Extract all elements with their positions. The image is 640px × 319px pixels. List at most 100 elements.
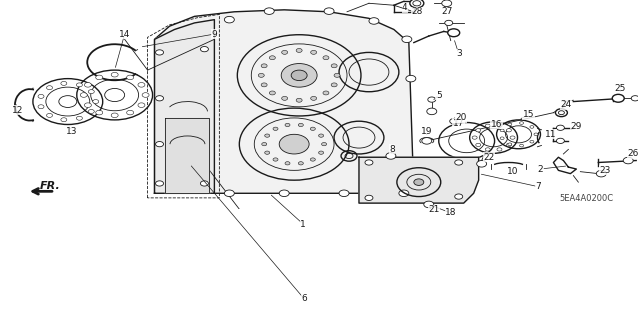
Circle shape [612,94,624,102]
Circle shape [38,94,44,98]
Text: 15: 15 [523,110,534,119]
Circle shape [261,64,267,68]
Circle shape [76,83,83,87]
Text: 18: 18 [445,208,456,218]
Circle shape [281,63,317,87]
Circle shape [500,137,504,139]
Circle shape [310,96,317,100]
Text: 1: 1 [300,219,306,229]
Circle shape [520,122,524,124]
Text: 9: 9 [211,30,217,39]
Circle shape [200,181,209,186]
Circle shape [476,129,481,132]
Circle shape [369,18,379,24]
Circle shape [47,114,52,117]
Circle shape [324,8,334,14]
Circle shape [38,105,44,109]
Circle shape [485,148,490,151]
Circle shape [96,75,102,80]
Circle shape [534,133,538,136]
Polygon shape [155,10,414,193]
Circle shape [427,108,436,115]
Circle shape [156,50,164,55]
Circle shape [76,116,83,120]
Circle shape [448,29,460,37]
Circle shape [319,151,324,154]
Text: 17: 17 [453,119,465,128]
Circle shape [331,83,337,87]
Circle shape [273,158,278,161]
Circle shape [530,140,534,143]
Circle shape [310,50,317,54]
Circle shape [156,96,164,101]
Circle shape [142,93,149,97]
Circle shape [410,0,424,8]
Circle shape [84,103,92,108]
Circle shape [138,83,145,87]
Circle shape [138,103,145,108]
Circle shape [279,190,289,197]
Circle shape [365,160,373,165]
Polygon shape [164,118,209,193]
Text: 13: 13 [66,127,77,136]
Circle shape [225,16,234,23]
Circle shape [450,119,458,124]
Circle shape [298,123,303,127]
Circle shape [556,138,564,144]
Circle shape [500,129,504,132]
Text: 24: 24 [561,100,572,109]
Circle shape [127,110,134,115]
Circle shape [285,123,290,127]
Text: 19: 19 [421,127,433,136]
Circle shape [127,75,134,80]
Circle shape [454,160,463,165]
Circle shape [428,97,436,102]
Circle shape [264,8,274,14]
Text: 12: 12 [12,106,24,115]
Circle shape [269,56,275,60]
Circle shape [321,143,326,146]
Circle shape [506,129,511,132]
Text: 7: 7 [536,182,541,191]
Text: 21: 21 [428,205,440,214]
Circle shape [485,124,490,127]
Circle shape [623,157,633,164]
Circle shape [111,72,118,77]
Circle shape [93,100,99,104]
Circle shape [339,190,349,197]
Circle shape [497,148,502,151]
Circle shape [323,56,329,60]
Circle shape [556,109,568,117]
Text: 29: 29 [571,122,582,131]
Circle shape [424,201,434,208]
Circle shape [631,96,639,101]
Circle shape [530,126,534,128]
Circle shape [225,190,234,197]
Circle shape [506,143,511,146]
Text: 20: 20 [455,114,467,122]
Polygon shape [155,20,214,193]
Circle shape [406,75,416,82]
Circle shape [156,181,164,186]
Circle shape [156,142,164,147]
Circle shape [520,144,524,147]
Text: 5: 5 [436,91,442,100]
Text: 10: 10 [507,167,518,176]
Circle shape [596,170,606,177]
Text: 2: 2 [538,165,543,174]
Circle shape [61,81,67,85]
Circle shape [454,194,463,199]
Circle shape [442,0,452,7]
Circle shape [414,179,424,185]
Circle shape [88,90,94,93]
Text: 3: 3 [456,49,461,58]
Circle shape [510,136,515,139]
Text: 11: 11 [545,130,556,139]
Circle shape [310,127,316,130]
Text: 28: 28 [411,7,422,16]
Circle shape [508,143,512,145]
Circle shape [323,91,329,95]
Circle shape [261,83,267,87]
Circle shape [291,70,307,81]
Text: 8: 8 [389,145,395,154]
